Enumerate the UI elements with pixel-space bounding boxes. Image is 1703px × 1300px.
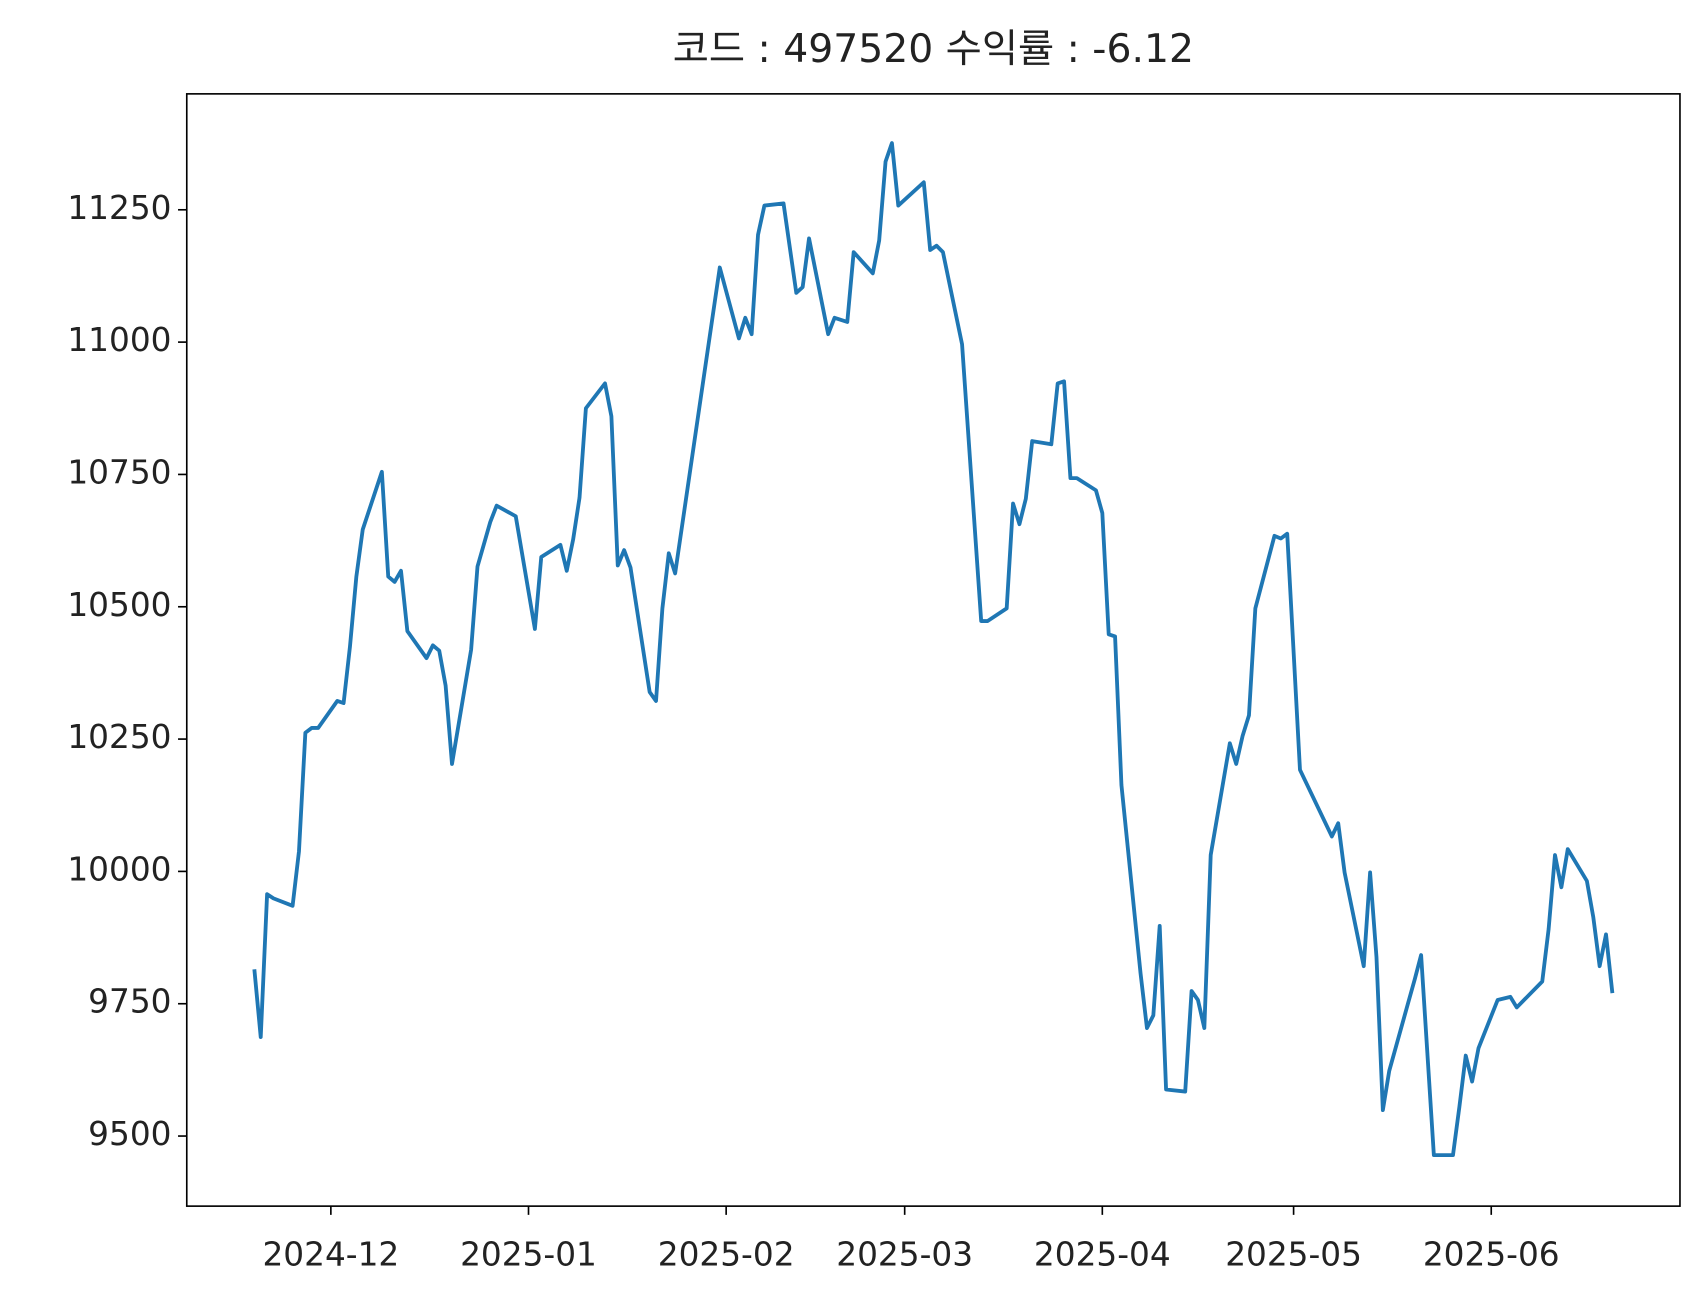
x-tick-label: 2024-12 bbox=[262, 1235, 399, 1273]
y-tick-label: 10000 bbox=[67, 850, 171, 888]
x-tick-label: 2025-01 bbox=[460, 1235, 597, 1273]
y-tick-label: 9750 bbox=[88, 983, 171, 1021]
y-tick-label: 9500 bbox=[88, 1115, 171, 1153]
y-tick-label: 10250 bbox=[67, 718, 171, 756]
x-tick-label: 2025-03 bbox=[836, 1235, 973, 1273]
y-tick-label: 11250 bbox=[67, 189, 171, 227]
y-tick-label: 11000 bbox=[67, 321, 171, 359]
x-tick-label: 2025-05 bbox=[1225, 1235, 1362, 1273]
x-tick-label: 2025-02 bbox=[658, 1235, 795, 1273]
y-tick-label: 10750 bbox=[67, 453, 171, 491]
plot-frame bbox=[185, 93, 1681, 1207]
x-tick-label: 2025-04 bbox=[1034, 1235, 1171, 1273]
x-tick-label: 2025-06 bbox=[1423, 1235, 1560, 1273]
line-series bbox=[252, 141, 1615, 1158]
y-tick-label: 10500 bbox=[67, 586, 171, 624]
chart-title: 코드 : 497520 수익률 : -6.12 bbox=[673, 27, 1194, 72]
